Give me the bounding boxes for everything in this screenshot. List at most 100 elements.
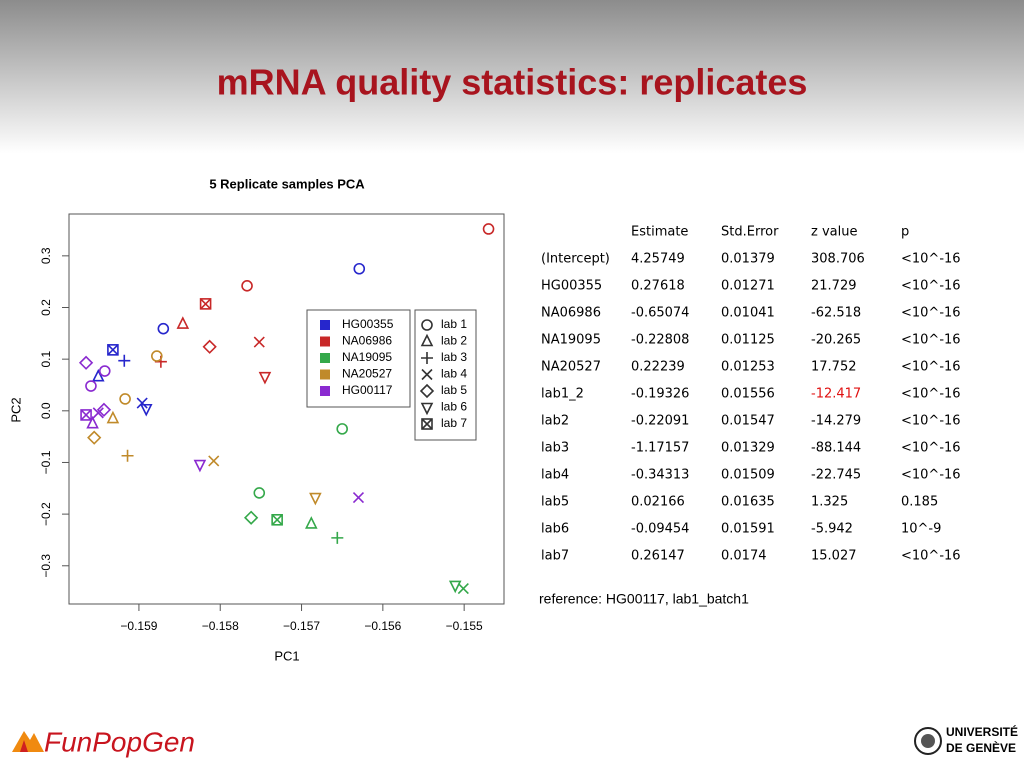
marker-shape: [243, 510, 259, 525]
marker-shape: [420, 402, 434, 416]
marker-shape: [119, 393, 131, 405]
table-cell: -14.279: [811, 414, 861, 429]
marker-shape: [353, 262, 366, 275]
legend-swatch: [320, 386, 330, 396]
x-axis-label: PC1: [274, 648, 299, 663]
scatter-point: [243, 510, 259, 525]
scatter-point: [121, 449, 134, 462]
logo-icon: [20, 740, 28, 752]
table-cell: lab4: [541, 468, 569, 483]
marker-shape: [200, 298, 212, 310]
table-cell: 0.01253: [721, 360, 775, 375]
scatter-point: [253, 487, 266, 499]
marker-shape: [421, 368, 433, 381]
table-cell: 0.01556: [721, 387, 775, 402]
legend-label: lab 2: [441, 334, 467, 348]
marker-shape: [176, 316, 190, 329]
table-cell: 0.02166: [631, 495, 685, 510]
scatter-point: [336, 423, 348, 435]
x-tick-label: −0.157: [283, 619, 320, 633]
legend-label: lab 3: [441, 350, 467, 364]
scatter-point: [157, 322, 170, 335]
legend-label: NA19095: [342, 350, 392, 364]
legend-label: lab 5: [441, 383, 467, 397]
table-cell: 0.22239: [631, 360, 685, 375]
table-header: Estimate: [631, 225, 688, 240]
legend-label: lab 7: [441, 416, 467, 430]
university-emblem: [914, 727, 942, 755]
marker-shape: [309, 492, 322, 506]
table-cell: <10^-16: [901, 306, 961, 321]
table-cell: -62.518: [811, 306, 861, 321]
scatter-point: [199, 298, 212, 310]
scatter-point: [208, 455, 220, 467]
table-cell: 0.27618: [631, 279, 685, 294]
scatter-point: [353, 262, 366, 275]
table-cell: 0.01125: [721, 333, 775, 348]
table-cell: NA06986: [541, 306, 601, 321]
table-cell: 0.185: [901, 495, 938, 510]
marker-shape: [85, 380, 97, 392]
marker-shape: [271, 514, 283, 526]
marker-shape: [91, 368, 105, 382]
marker-shape: [92, 407, 104, 419]
marker-shape: [199, 298, 212, 310]
table-cell: -22.745: [811, 468, 861, 483]
marker-shape: [121, 449, 134, 462]
scatter-point: [193, 459, 207, 473]
table-cell: <10^-16: [901, 360, 961, 375]
marker-shape: [136, 397, 148, 409]
marker-shape: [305, 516, 318, 529]
scatter-point: [202, 339, 217, 354]
marker-shape: [421, 418, 433, 430]
marker-shape: [202, 339, 217, 354]
table-cell: <10^-16: [901, 387, 961, 402]
table-cell: 308.706: [811, 252, 865, 267]
marker-shape: [106, 410, 120, 424]
table-cell: -5.942: [811, 522, 853, 537]
scatter-point: [85, 380, 97, 392]
legend-symbol: [421, 319, 433, 331]
legend-symbol: [419, 383, 435, 399]
table-cell: <10^-16: [901, 549, 961, 564]
scatter-point: [253, 336, 265, 348]
legend-symbol: [420, 333, 434, 347]
y-tick-label: 0.0: [39, 402, 53, 419]
marker-shape: [419, 383, 435, 399]
table-cell: -1.17157: [631, 441, 689, 456]
scatter-point: [305, 516, 318, 529]
table-cell: 10^-9: [901, 522, 941, 537]
marker-shape: [193, 459, 207, 473]
scatter-point: [119, 393, 131, 405]
table-cell: lab7: [541, 549, 569, 564]
university-name: DE GENÈVE: [946, 740, 1016, 755]
table-cell: 0.0174: [721, 549, 767, 564]
table-cell: -88.144: [811, 441, 861, 456]
table-cell: 17.752: [811, 360, 857, 375]
scatter-point: [241, 280, 253, 292]
scatter-point: [482, 223, 495, 235]
legend-label: HG00355: [342, 317, 394, 331]
x-tick-label: −0.158: [202, 619, 239, 633]
table-cell: <10^-16: [901, 333, 961, 348]
legend-label: NA20527: [342, 367, 392, 381]
y-tick-label: 0.3: [39, 247, 53, 264]
marker-shape: [86, 415, 99, 429]
table-cell: 0.01509: [721, 468, 775, 483]
table-cell: 0.26147: [631, 549, 685, 564]
table-header: Std.Error: [721, 225, 779, 240]
legend-swatch: [320, 336, 330, 347]
table-cell: <10^-16: [901, 468, 961, 483]
table-cell: 0.01547: [721, 414, 775, 429]
scatter-point: [139, 403, 153, 417]
marker-shape: [420, 333, 434, 347]
legend-symbol: [421, 368, 433, 381]
table-cell: lab2: [541, 414, 569, 429]
marker-shape: [336, 423, 348, 435]
table-cell: HG00355: [541, 279, 602, 294]
y-tick-label: −0.3: [39, 554, 53, 578]
table-cell: 0.01591: [721, 522, 775, 537]
table-cell: <10^-16: [901, 252, 961, 267]
scatter-point: [80, 409, 92, 421]
